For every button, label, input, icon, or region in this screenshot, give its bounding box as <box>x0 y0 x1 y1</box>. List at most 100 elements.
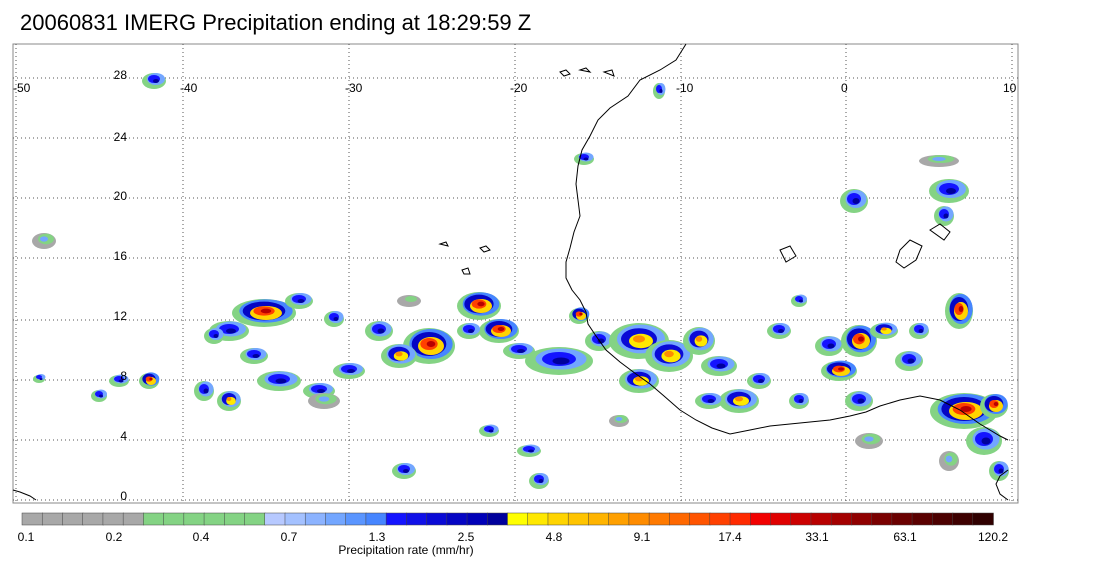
precip-cell-2 <box>324 311 344 327</box>
colorbar-tick-11: 120.2 <box>978 530 1008 544</box>
west-africa-coastline <box>565 43 1009 441</box>
precip-cell-38 <box>791 294 807 307</box>
colorbar-swatch-47 <box>972 512 994 526</box>
colorbar <box>21 512 994 526</box>
precip-cell-51 <box>392 463 416 479</box>
precip-cell-43 <box>194 381 214 401</box>
precip-cell-27 <box>815 336 843 356</box>
precip-cell-11 <box>503 343 535 359</box>
precip-cell-53 <box>142 73 166 89</box>
colorbar-swatch-41 <box>851 512 873 526</box>
precip-cell-33 <box>966 427 1002 455</box>
colorbar-swatch-4 <box>102 512 124 526</box>
colorbar-swatch-14 <box>304 512 327 526</box>
canary-islands <box>559 67 615 77</box>
precip-cell-15 <box>645 340 693 372</box>
colorbar-swatch-23 <box>487 512 509 526</box>
colorbar-tick-3: 0.7 <box>281 530 298 544</box>
colorbar-swatch-9 <box>203 512 226 526</box>
precip-cell-19 <box>719 389 759 413</box>
colorbar-swatch-17 <box>365 512 387 526</box>
precip-cell-6 <box>365 321 393 341</box>
precip-cell-16 <box>619 369 659 393</box>
precip-cell-10 <box>457 323 481 339</box>
colorbar-swatch-34 <box>709 512 731 526</box>
colorbar-tick-7: 9.1 <box>634 530 651 544</box>
colorbar-tick-4: 1.3 <box>369 530 386 544</box>
colorbar-swatch-6 <box>143 512 165 526</box>
colorbar-swatch-40 <box>830 512 853 526</box>
precip-cell-52 <box>479 424 499 437</box>
precip-cell-44 <box>217 391 241 411</box>
colorbar-swatch-33 <box>689 512 711 526</box>
precip-cell-28 <box>895 351 923 371</box>
colorbar-swatch-28 <box>588 512 610 526</box>
precip-cell-40 <box>909 323 929 339</box>
colorbar-swatch-1 <box>41 512 64 526</box>
lon-label-m10: -10 <box>676 81 694 95</box>
lon-label-m50: -50 <box>13 81 31 95</box>
lon-label-0: 0 <box>841 81 848 95</box>
precip-cell-1 <box>285 293 313 309</box>
colorbar-tick-10: 63.1 <box>893 530 917 544</box>
colorbar-swatch-46 <box>952 512 974 526</box>
colorbar-swatch-39 <box>810 512 832 526</box>
precip-cell-29 <box>845 391 873 411</box>
precip-cell-45 <box>204 328 224 344</box>
gulf-of-guinea-coastline <box>995 469 1009 501</box>
colorbar-swatch-22 <box>466 512 489 526</box>
colorbar-tick-5: 2.5 <box>458 530 475 544</box>
precip-cell-5 <box>381 344 417 368</box>
colorbar-swatch-30 <box>628 512 650 526</box>
colorbar-tick-0: 0.1 <box>18 530 35 544</box>
precip-cell-9 <box>479 319 519 343</box>
colorbar-tick-2: 0.4 <box>193 530 210 544</box>
colorbar-tick-9: 33.1 <box>805 530 829 544</box>
colorbar-swatch-2 <box>62 512 84 526</box>
cape-verde-islands <box>438 241 491 275</box>
precip-cell-26 <box>870 322 898 339</box>
lat-label-8: 8 <box>120 369 127 383</box>
lat-label-16: 16 <box>114 249 128 263</box>
precip-cell-31 <box>980 394 1008 418</box>
colorbar-tick-1: 0.2 <box>106 530 123 544</box>
colorbar-swatch-12 <box>264 512 286 526</box>
precip-cell-17 <box>683 327 715 355</box>
precip-cell-56 <box>33 374 46 383</box>
colorbar-swatch-26 <box>547 512 569 526</box>
precip-cell-42 <box>109 374 129 387</box>
precip-cell-50 <box>529 473 549 489</box>
lat-label-24: 24 <box>114 130 128 144</box>
precip-cell-39 <box>767 323 791 339</box>
colorbar-swatch-32 <box>669 512 691 526</box>
precip-cell-25 <box>821 360 857 381</box>
precip-cell-46 <box>257 371 301 391</box>
axis-labels: -50 -40 -30 -20 -10 0 10 28 24 20 16 12 … <box>13 68 1017 503</box>
precip-cell-62 <box>397 295 421 307</box>
precip-cell-36 <box>934 206 954 226</box>
colorbar-swatch-18 <box>385 512 408 526</box>
colorbar-swatch-0 <box>21 512 43 526</box>
lon-label-m20: -20 <box>510 81 528 95</box>
lat-label-0: 0 <box>120 489 127 503</box>
precip-cell-0 <box>232 299 296 327</box>
colorbar-swatch-43 <box>891 512 913 526</box>
lat-label-12: 12 <box>114 309 128 323</box>
colorbar-tick-labels: 0.1 0.2 0.4 0.7 1.3 2.5 4.8 9.1 17.4 33.… <box>18 530 1009 557</box>
colorbar-swatch-36 <box>750 512 772 526</box>
precip-cell-61 <box>919 155 959 167</box>
colorbar-swatch-16 <box>345 512 367 526</box>
colorbar-swatch-37 <box>770 512 792 526</box>
map-title: 20060831 IMERG Precipitation ending at 1… <box>20 10 532 35</box>
precip-cell-49 <box>517 444 541 457</box>
colorbar-swatch-29 <box>608 512 630 526</box>
colorbar-swatch-42 <box>871 512 893 526</box>
colorbar-swatch-21 <box>446 512 468 526</box>
colorbar-title: Precipitation rate (mm/hr) <box>338 543 473 557</box>
colorbar-swatch-25 <box>527 512 549 526</box>
precip-cell-60 <box>939 451 959 471</box>
colorbar-swatch-13 <box>284 512 306 526</box>
precip-cell-54 <box>574 152 594 165</box>
precip-cell-22 <box>789 393 809 409</box>
colorbar-swatch-35 <box>729 512 752 526</box>
